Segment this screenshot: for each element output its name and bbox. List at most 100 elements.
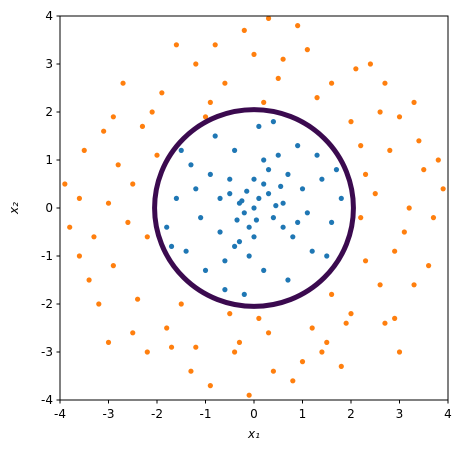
point <box>338 363 344 369</box>
point <box>324 339 330 345</box>
point <box>299 359 306 365</box>
point <box>246 224 252 230</box>
point <box>241 210 247 216</box>
point <box>261 267 267 273</box>
point <box>62 181 68 187</box>
point <box>319 176 325 182</box>
y-tick-label: -3 <box>41 345 53 359</box>
point <box>164 224 170 230</box>
point <box>212 42 218 48</box>
point <box>217 195 223 201</box>
point <box>299 186 306 192</box>
point <box>101 128 107 134</box>
point <box>236 239 243 245</box>
point <box>387 147 393 153</box>
point <box>251 51 257 58</box>
point <box>372 191 378 197</box>
point <box>212 133 218 139</box>
point <box>261 157 267 163</box>
point <box>261 99 267 105</box>
point <box>416 138 422 144</box>
point <box>227 176 233 182</box>
point <box>168 344 175 350</box>
point <box>430 215 437 221</box>
point <box>105 200 112 206</box>
point <box>426 263 432 269</box>
point <box>285 277 291 283</box>
point <box>135 296 141 302</box>
point <box>246 253 252 259</box>
point <box>86 277 92 283</box>
point <box>362 258 369 264</box>
point <box>251 234 257 240</box>
point <box>193 186 199 192</box>
point <box>278 183 284 189</box>
point <box>273 203 279 209</box>
point <box>261 181 267 187</box>
x-tick-label: -4 <box>54 407 66 421</box>
point <box>256 123 262 129</box>
point <box>164 325 170 331</box>
point <box>256 195 262 201</box>
x-tick-label: 1 <box>299 407 307 421</box>
point <box>295 23 301 29</box>
point <box>232 147 238 153</box>
point <box>329 219 335 225</box>
point <box>217 229 223 235</box>
point <box>265 191 272 197</box>
point <box>367 61 373 67</box>
point <box>130 181 136 187</box>
point <box>232 243 238 249</box>
point <box>382 80 388 86</box>
point <box>377 109 383 115</box>
point <box>67 224 73 230</box>
point <box>125 219 131 225</box>
point <box>265 15 272 21</box>
point <box>304 210 310 216</box>
point <box>222 258 228 264</box>
point <box>159 90 165 96</box>
point <box>183 248 189 254</box>
point <box>193 61 199 67</box>
point <box>440 186 446 192</box>
point <box>421 167 427 173</box>
point <box>280 200 286 206</box>
y-tick-label: 3 <box>45 57 53 71</box>
point <box>358 143 364 149</box>
point <box>239 198 245 204</box>
point <box>154 152 160 158</box>
point <box>96 301 102 307</box>
y-tick-label: -2 <box>41 297 53 311</box>
point <box>144 234 150 240</box>
point <box>173 195 179 201</box>
point <box>309 248 315 254</box>
point <box>348 311 354 317</box>
point <box>280 56 286 62</box>
x-tick-label: 4 <box>444 407 452 421</box>
point <box>285 171 291 177</box>
point <box>377 282 383 288</box>
point <box>207 99 213 105</box>
point <box>76 253 82 259</box>
point <box>232 349 238 355</box>
point <box>144 349 150 355</box>
point <box>392 315 398 321</box>
point <box>207 171 213 177</box>
point <box>222 80 228 86</box>
y-axis-label: x₂ <box>7 202 21 215</box>
y-tick-label: 4 <box>45 9 53 23</box>
point <box>348 119 354 125</box>
point <box>275 75 281 81</box>
point <box>202 114 209 120</box>
decision-boundary <box>152 107 356 309</box>
y-tick-label: -4 <box>41 393 53 407</box>
point <box>314 152 320 158</box>
point <box>120 80 126 86</box>
point <box>139 123 146 129</box>
point <box>76 195 82 201</box>
point <box>227 191 233 197</box>
point <box>353 66 359 72</box>
point <box>188 368 194 374</box>
point <box>362 171 369 177</box>
point <box>329 291 335 297</box>
